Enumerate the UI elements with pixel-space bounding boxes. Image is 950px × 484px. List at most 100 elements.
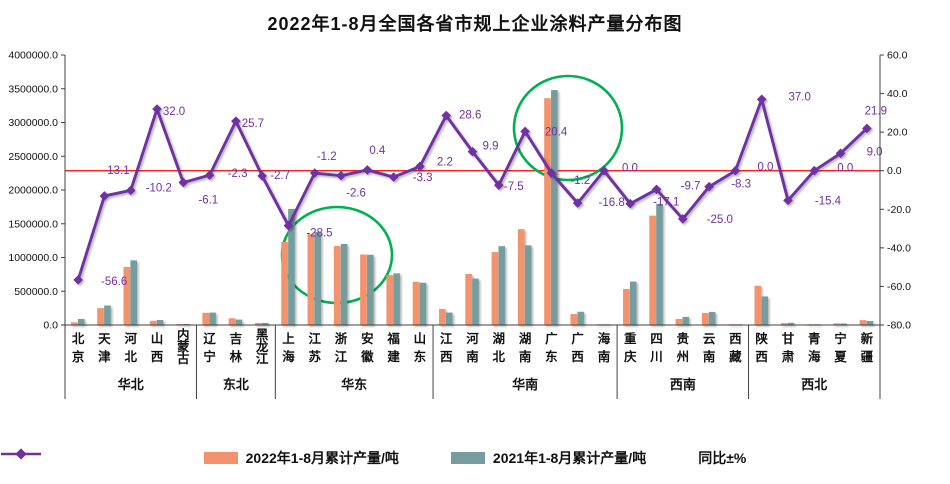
category-label-char: 四: [650, 332, 663, 346]
bar-2022-湖南: [517, 229, 525, 325]
right-tick-label: 60.0: [887, 50, 908, 62]
category-label-char: 北: [124, 349, 137, 364]
category-label-char: 南: [703, 349, 716, 364]
category-label-char: 江: [256, 351, 269, 366]
yoy-marker-山东: [415, 161, 425, 172]
yoy-label-内蒙古: -6.1: [198, 194, 218, 206]
yoy-marker-江苏: [309, 168, 320, 178]
yoy-label-甘肃: -15.4: [815, 195, 842, 207]
category-label-char: 徽: [360, 349, 374, 364]
category-label-char: 内: [177, 327, 190, 342]
category-label-char: 藏: [729, 349, 742, 364]
category-label-char: 京: [72, 349, 85, 364]
bar-2022-黑龙江: [254, 322, 262, 325]
legend-label-2022: 2022年1-8月累计产量/吨: [245, 450, 399, 466]
right-tick-label: -40.0: [887, 242, 911, 254]
chart-legend: 2022年1-8月累计产量/吨 2021年1-8月累计产量/吨 同比±%: [0, 448, 950, 468]
yoy-label-安徽: 0.4: [369, 145, 386, 157]
category-label-char: 西: [571, 350, 584, 364]
yoy-label-新疆: 21.9: [865, 105, 887, 117]
category-label-char: 西: [729, 332, 742, 346]
bar-2022-河北: [123, 266, 131, 325]
yoy-label-宁夏: 9.0: [867, 146, 883, 158]
bar-2021-河北: [130, 260, 138, 325]
yoy-marker-天津: [99, 191, 110, 201]
bar-2021-福建: [393, 273, 400, 325]
yoy-label-北京: -56.6: [101, 276, 127, 288]
yoy-marker-吉林: [231, 116, 241, 126]
category-label-char: 广: [545, 331, 558, 346]
yoy-label-湖南: 20.4: [545, 126, 568, 138]
category-label-char: 津: [98, 349, 111, 364]
yoy-label-山西: 32.0: [163, 106, 185, 118]
legend-label-yoy: 同比±%: [698, 450, 747, 466]
bar-2021-山西: [156, 320, 164, 325]
category-label-char: 贵: [677, 331, 690, 346]
left-tick-label: 3500000.0: [8, 83, 58, 95]
category-label-char: 山: [414, 331, 427, 346]
yoy-marker-湖南: [520, 126, 530, 137]
category-label-char: 河: [124, 331, 137, 346]
bar-2022-新疆: [859, 320, 867, 325]
category-label-char: 云: [703, 332, 716, 346]
left-tick-label: 500000.0: [14, 286, 58, 298]
category-label-char: 西: [440, 350, 453, 364]
bar-2022-山东: [412, 281, 420, 325]
bar-2022-云南: [701, 312, 709, 325]
bar-2022-吉林: [228, 318, 236, 325]
bar-2021-广西: [577, 311, 584, 325]
yoy-marker-山西: [152, 104, 162, 114]
yoy-label-河南: 9.9: [483, 141, 499, 153]
yoy-label-上海: -28.5: [306, 228, 332, 240]
yoy-marker-河北: [125, 185, 136, 196]
category-label-char: 安: [361, 331, 374, 346]
category-label-char: 辽: [203, 332, 216, 346]
yoy-marker-湖北: [493, 180, 504, 190]
group-label-华南: 华南: [512, 377, 538, 392]
bar-2021-上海: [288, 208, 295, 325]
yoy-marker-西藏: [730, 165, 741, 176]
category-label-char: 山: [151, 331, 164, 346]
bar-2022-甘肃: [780, 323, 788, 325]
bar-2021-云南: [708, 311, 716, 325]
bar-2021-山东: [419, 282, 427, 325]
bar-2022-浙江: [333, 246, 341, 325]
legend-item-2021: 2021年1-8月累计产量/吨: [450, 448, 646, 468]
category-label-char: 东: [545, 349, 558, 364]
yoy-label-广东: -1.2: [570, 175, 590, 187]
category-label-char: 南: [598, 349, 611, 364]
left-tick-label: 1500000.0: [8, 218, 58, 230]
category-label-char: 广: [571, 331, 584, 346]
bar-2021-黑龙江: [261, 322, 269, 325]
category-label-char: 林: [230, 349, 243, 364]
right-tick-label: -60.0: [887, 281, 911, 293]
yoy-marker-辽宁: [204, 170, 215, 180]
yoy-label-江苏: -1.2: [317, 151, 337, 163]
right-tick-label: -20.0: [887, 204, 911, 216]
category-label-char: 夏: [833, 349, 847, 364]
left-tick-label: 3000000.0: [8, 117, 58, 129]
yoy-label-辽宁: -2.3: [228, 168, 248, 180]
yoy-label-海南: 0.0: [622, 163, 638, 175]
category-label-char: 江: [440, 331, 453, 346]
yoy-label-西藏: 0.0: [757, 162, 773, 174]
yoy-label-湖北: -7.5: [504, 181, 524, 193]
category-label-char: 龙: [255, 339, 269, 354]
left-tick-label: 2000000.0: [8, 185, 58, 197]
yoy-label-福建: -3.3: [413, 172, 433, 184]
bar-2021-新疆: [866, 321, 874, 325]
category-label-char: 福: [386, 331, 400, 346]
bar-2022-江西: [439, 309, 446, 325]
yoy-label-山东: 2.2: [437, 156, 453, 168]
chart-title: 2022年1-8月全国各省市规上企业涂料产量分布图: [267, 14, 683, 34]
legend-item-yoy: 同比±%: [1, 448, 747, 468]
bar-2022-河南: [465, 273, 472, 325]
annotation-ellipse: [512, 74, 624, 182]
legend-swatch-2021-bar: [450, 452, 485, 464]
bar-2021-四川: [656, 203, 663, 325]
bar-2021-江西: [445, 312, 453, 325]
group-label-华北: 华北: [118, 377, 144, 392]
yoy-label-青海: 0.0: [837, 163, 853, 175]
left-tick-label: 4000000.0: [8, 50, 58, 62]
